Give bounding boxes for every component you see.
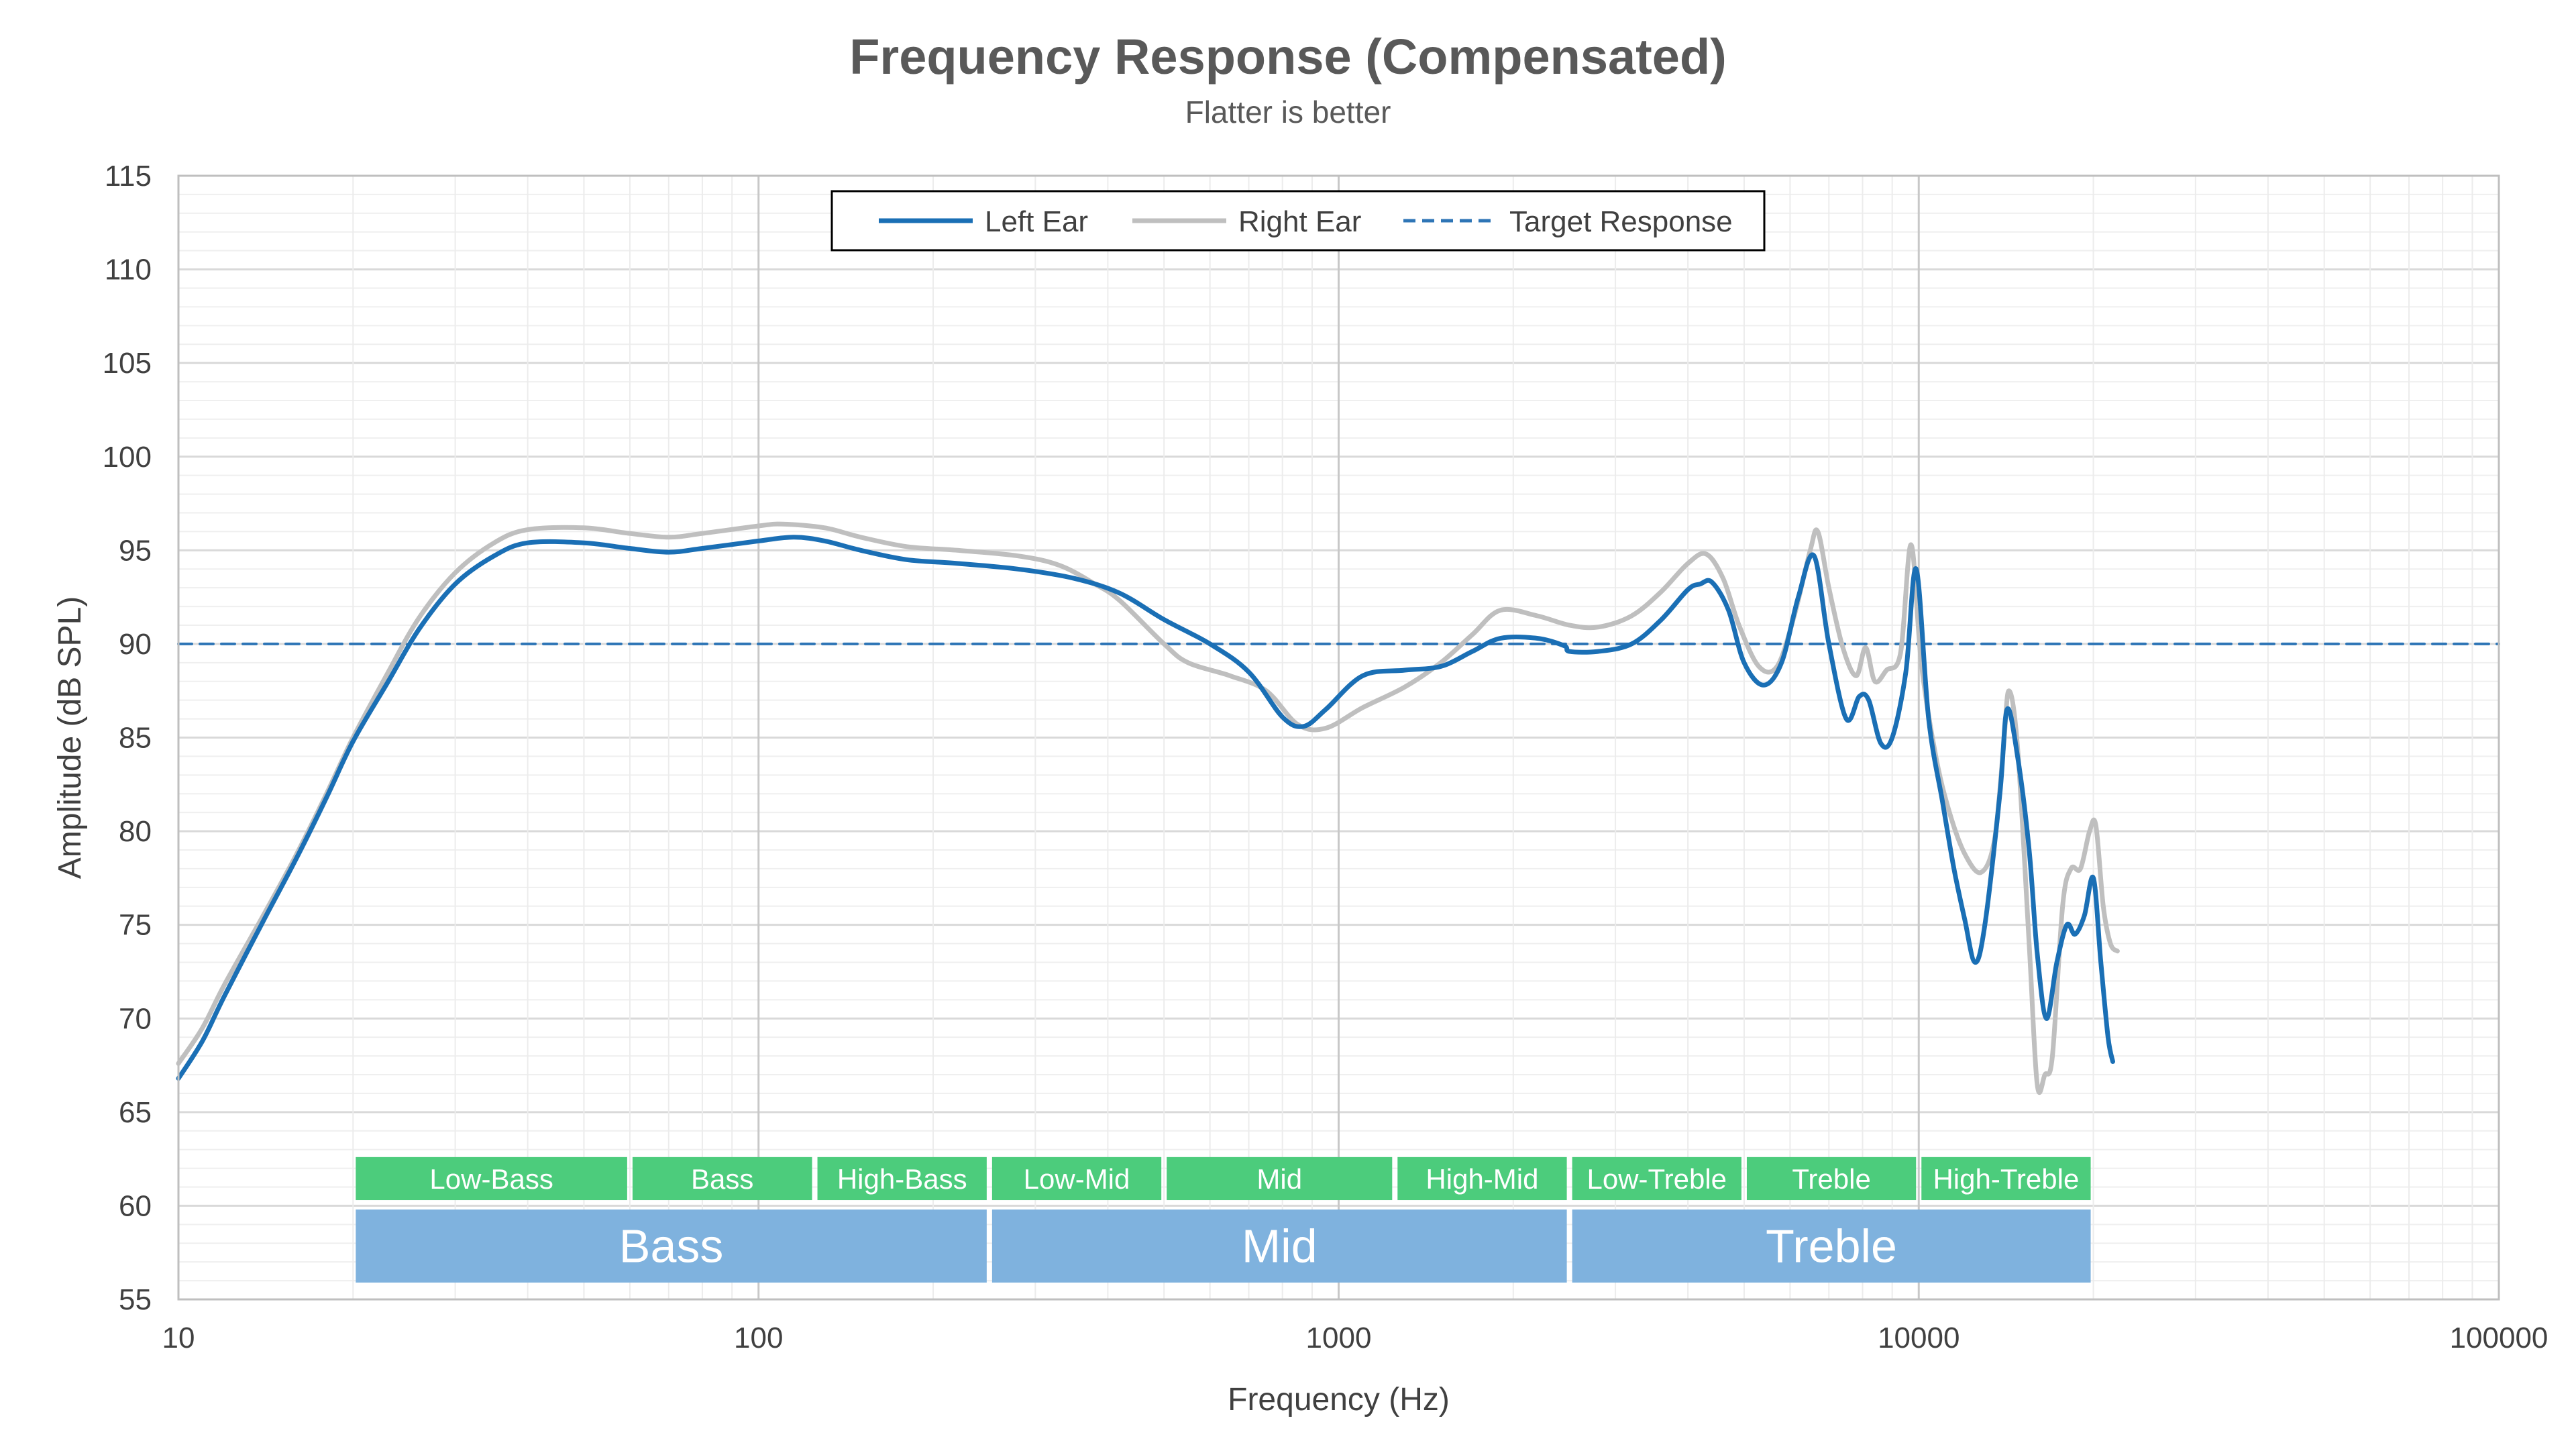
band-large bbox=[991, 1210, 1567, 1283]
band-large bbox=[356, 1210, 987, 1283]
band-small bbox=[991, 1157, 1162, 1201]
y-tick-label: 95 bbox=[119, 534, 152, 567]
band-small-label: Low-Bass bbox=[429, 1163, 553, 1195]
band-small bbox=[1572, 1157, 1741, 1201]
band-small-label: High-Bass bbox=[837, 1163, 967, 1195]
legend-label: Target Response bbox=[1509, 205, 1733, 238]
band-small-label: Low-Treble bbox=[1587, 1163, 1727, 1195]
x-tick-label: 100 bbox=[734, 1322, 783, 1354]
x-tick-label: 10 bbox=[162, 1322, 195, 1354]
band-small-label: Mid bbox=[1256, 1163, 1302, 1195]
band-small bbox=[1167, 1157, 1393, 1201]
tick-labels: 55 60 65 70 75 80 85 90 95 100 105 110 115 10 100 1000 1… bbox=[103, 160, 2548, 1354]
y-tick-label: 65 bbox=[119, 1096, 152, 1129]
y-tick-label: 80 bbox=[119, 815, 152, 848]
y-tick-label: 70 bbox=[119, 1002, 152, 1035]
band-large bbox=[1572, 1210, 2091, 1283]
y-tick-label: 100 bbox=[103, 441, 152, 474]
y-tick-label: 105 bbox=[103, 347, 152, 380]
band-large-label: Mid bbox=[1242, 1220, 1318, 1272]
y-tick-label: 85 bbox=[119, 722, 152, 755]
band-small-label: Bass bbox=[691, 1163, 753, 1195]
band-small bbox=[1921, 1157, 2091, 1201]
x-tick-label: 100000 bbox=[2450, 1322, 2548, 1354]
y-axis-title: Amplitude (dB SPL) bbox=[52, 596, 88, 879]
series-line-left-ear bbox=[176, 535, 2115, 1081]
x-tick-label: 10000 bbox=[1878, 1322, 1960, 1354]
legend-box bbox=[830, 190, 1766, 252]
band-small bbox=[817, 1157, 987, 1201]
chart-subtitle: Flatter is better bbox=[1185, 95, 1391, 129]
band-small bbox=[632, 1157, 812, 1201]
y-tick-label: 75 bbox=[119, 909, 152, 942]
band-small-label: High-Treble bbox=[1933, 1163, 2079, 1195]
band-small bbox=[1746, 1157, 1917, 1201]
series-lines bbox=[176, 521, 2500, 1095]
y-tick-label: 60 bbox=[119, 1189, 152, 1222]
band-small-label: Treble bbox=[1792, 1163, 1871, 1195]
frequency-bands: Low-Bass Bass High-Bass Low-Mid Mid High-Mid L… bbox=[356, 1157, 2091, 1283]
y-tick-label: 115 bbox=[105, 160, 152, 193]
band-large-label: Bass bbox=[619, 1220, 724, 1272]
band-large-label: Treble bbox=[1766, 1220, 1897, 1272]
chart-title: Frequency Response (Compensated) bbox=[849, 29, 1727, 85]
grid bbox=[177, 174, 2499, 1301]
band-small bbox=[1397, 1157, 1567, 1201]
plot-border bbox=[177, 174, 2500, 1301]
band-small bbox=[356, 1157, 627, 1201]
y-tick-label: 90 bbox=[119, 628, 152, 661]
band-small-label: High-Mid bbox=[1426, 1163, 1538, 1195]
x-tick-label: 1000 bbox=[1306, 1322, 1372, 1354]
y-tick-label: 55 bbox=[119, 1283, 152, 1316]
legend: Left Ear Right Ear Target Response bbox=[830, 190, 1766, 252]
x-axis-title: Frequency (Hz) bbox=[1228, 1382, 1450, 1417]
band-small-label: Low-Mid bbox=[1024, 1163, 1130, 1195]
y-tick-label: 110 bbox=[105, 254, 152, 286]
legend-label: Right Ear bbox=[1238, 205, 1361, 238]
legend-label: Left Ear bbox=[985, 205, 1088, 238]
